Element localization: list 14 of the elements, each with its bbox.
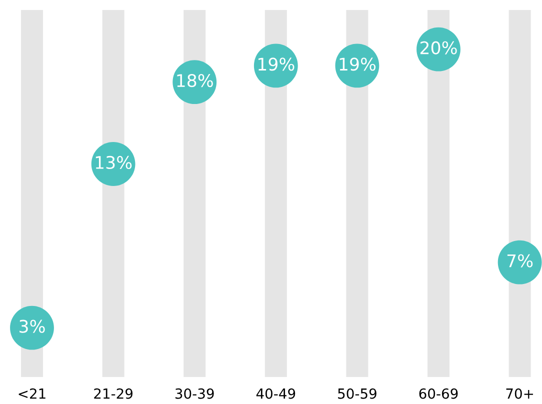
data-label: 3% (20, 320, 45, 333)
x-tick-label: 30-39 (175, 388, 214, 399)
x-tick-label: 21-29 (94, 388, 132, 399)
x-tick-label: <21 (18, 388, 46, 399)
data-label: 18% (177, 74, 213, 88)
data-label: 13% (96, 156, 132, 170)
x-tick-label: 40-49 (256, 388, 296, 399)
data-label: 20% (420, 41, 457, 54)
x-tick-label: 70+ (506, 388, 533, 399)
x-tick-label: 50-59 (338, 388, 376, 399)
data-label: 19% (258, 58, 294, 71)
data-label: 7% (507, 254, 533, 268)
data-label: 19% (340, 58, 376, 71)
x-tick-label: 60-69 (419, 388, 458, 399)
